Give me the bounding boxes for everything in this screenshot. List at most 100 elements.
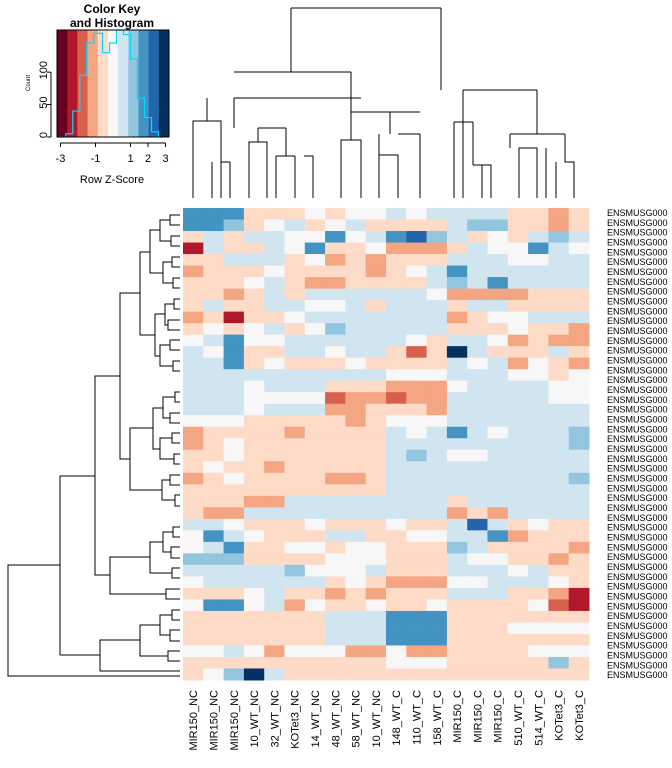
heatmap-cell bbox=[365, 668, 387, 681]
heatmap-cell bbox=[345, 323, 367, 336]
heatmap-cell bbox=[487, 392, 509, 405]
heatmap-cell bbox=[203, 518, 225, 531]
row-label: ENSMUSG000 bbox=[607, 336, 668, 346]
heatmap-cell bbox=[183, 472, 204, 485]
heatmap-cell bbox=[203, 507, 225, 520]
heatmap-cell bbox=[467, 576, 488, 589]
heatmap-cell bbox=[345, 438, 367, 451]
row-label: ENSMUSG000 bbox=[607, 483, 668, 493]
heatmap-cell bbox=[507, 587, 529, 600]
color-key-x-tick-label: -3 bbox=[56, 153, 66, 165]
heatmap-cell bbox=[223, 311, 245, 324]
heatmap-cell bbox=[284, 518, 306, 531]
heatmap-cell bbox=[284, 507, 306, 520]
heatmap-cell bbox=[183, 541, 204, 554]
heatmap-cell bbox=[284, 357, 306, 370]
heatmap-cell bbox=[243, 564, 265, 577]
heatmap-cell bbox=[203, 564, 225, 577]
heatmap-cell bbox=[304, 576, 326, 589]
heatmap-cell bbox=[365, 472, 387, 485]
heatmap-cell bbox=[223, 403, 245, 416]
heatmap-cell bbox=[264, 576, 285, 589]
heatmap-cell bbox=[386, 576, 407, 589]
heatmap-cell bbox=[548, 254, 570, 267]
heatmap-cell bbox=[507, 449, 529, 462]
heatmap-cell bbox=[264, 656, 285, 669]
color-key-swatch bbox=[77, 30, 88, 137]
heatmap-cell bbox=[223, 461, 245, 474]
heatmap-cell bbox=[203, 231, 225, 244]
row-label: ENSMUSG000 bbox=[607, 572, 668, 582]
heatmap-cell bbox=[528, 311, 549, 324]
color-key-y-axis: 0 50 100 bbox=[38, 61, 52, 138]
heatmap-cell bbox=[548, 357, 570, 370]
heatmap-cell bbox=[223, 553, 245, 566]
heatmap-cell bbox=[568, 576, 590, 589]
heatmap-cell bbox=[243, 668, 265, 681]
heatmap-cell bbox=[487, 323, 509, 336]
heatmap-cell bbox=[446, 426, 468, 439]
heatmap-cell bbox=[264, 461, 285, 474]
heatmap-cell bbox=[426, 438, 448, 451]
heatmap-cell bbox=[183, 392, 204, 405]
heatmap-cell bbox=[304, 530, 326, 543]
heatmap-cell bbox=[548, 392, 570, 405]
heatmap-cell bbox=[487, 311, 509, 324]
heatmap-cell bbox=[426, 415, 448, 428]
heatmap-cell bbox=[548, 426, 570, 439]
heatmap-cell bbox=[487, 288, 509, 301]
heatmap-cell bbox=[304, 392, 326, 405]
heatmap-cell bbox=[325, 656, 346, 669]
heatmap-cell bbox=[406, 231, 428, 244]
heatmap-cell bbox=[507, 219, 529, 232]
heatmap-cell bbox=[446, 645, 468, 658]
heatmap-cell bbox=[548, 438, 570, 451]
heatmap-cell bbox=[406, 369, 428, 382]
heatmap-cell bbox=[345, 633, 367, 646]
heatmap-cell bbox=[386, 288, 407, 301]
column-label: 10_WT_NC bbox=[371, 690, 383, 748]
heatmap-cell bbox=[386, 541, 407, 554]
heatmap-cell bbox=[426, 277, 448, 290]
heatmap-cell bbox=[243, 495, 265, 508]
heatmap-cell bbox=[467, 403, 488, 416]
heatmap-cell bbox=[548, 633, 570, 646]
heatmap-cell bbox=[223, 242, 245, 255]
heatmap-cell bbox=[426, 656, 448, 669]
heatmap-cell bbox=[467, 288, 488, 301]
heatmap-cell bbox=[568, 645, 590, 658]
heatmap-cell bbox=[406, 334, 428, 347]
heatmap-cell bbox=[528, 403, 549, 416]
heatmap-cell bbox=[487, 254, 509, 267]
heatmap-cell bbox=[284, 231, 306, 244]
heatmap-cell bbox=[426, 323, 448, 336]
heatmap-cell bbox=[243, 645, 265, 658]
heatmap-cell bbox=[548, 472, 570, 485]
row-label: ENSMUSG000 bbox=[607, 306, 668, 316]
heatmap-cell bbox=[203, 242, 225, 255]
heatmap-cell bbox=[507, 380, 529, 393]
heatmap-cell bbox=[406, 656, 428, 669]
heatmap-cell bbox=[304, 610, 326, 623]
heatmap-cell bbox=[284, 208, 306, 221]
heatmap-cell bbox=[304, 472, 326, 485]
heatmap-cell bbox=[528, 357, 549, 370]
heatmap-cell bbox=[325, 357, 346, 370]
heatmap-cell bbox=[507, 564, 529, 577]
heatmap-cell bbox=[183, 461, 204, 474]
heatmap-cell bbox=[325, 265, 346, 278]
heatmap-cell bbox=[446, 311, 468, 324]
heatmap-cell bbox=[548, 484, 570, 497]
heatmap-cell bbox=[446, 610, 468, 623]
color-key-x-tick-label: 2 bbox=[145, 153, 151, 165]
heatmap-cell bbox=[446, 622, 468, 635]
heatmap-cell bbox=[446, 587, 468, 600]
color-key-title-line2: and Histogram bbox=[70, 16, 154, 30]
heatmap-cell bbox=[568, 300, 590, 313]
heatmap-cell bbox=[507, 553, 529, 566]
heatmap-cell bbox=[507, 633, 529, 646]
heatmap-cell bbox=[406, 323, 428, 336]
heatmap-cell bbox=[568, 277, 590, 290]
heatmap-cell bbox=[406, 610, 428, 623]
heatmap-cell bbox=[528, 599, 549, 612]
